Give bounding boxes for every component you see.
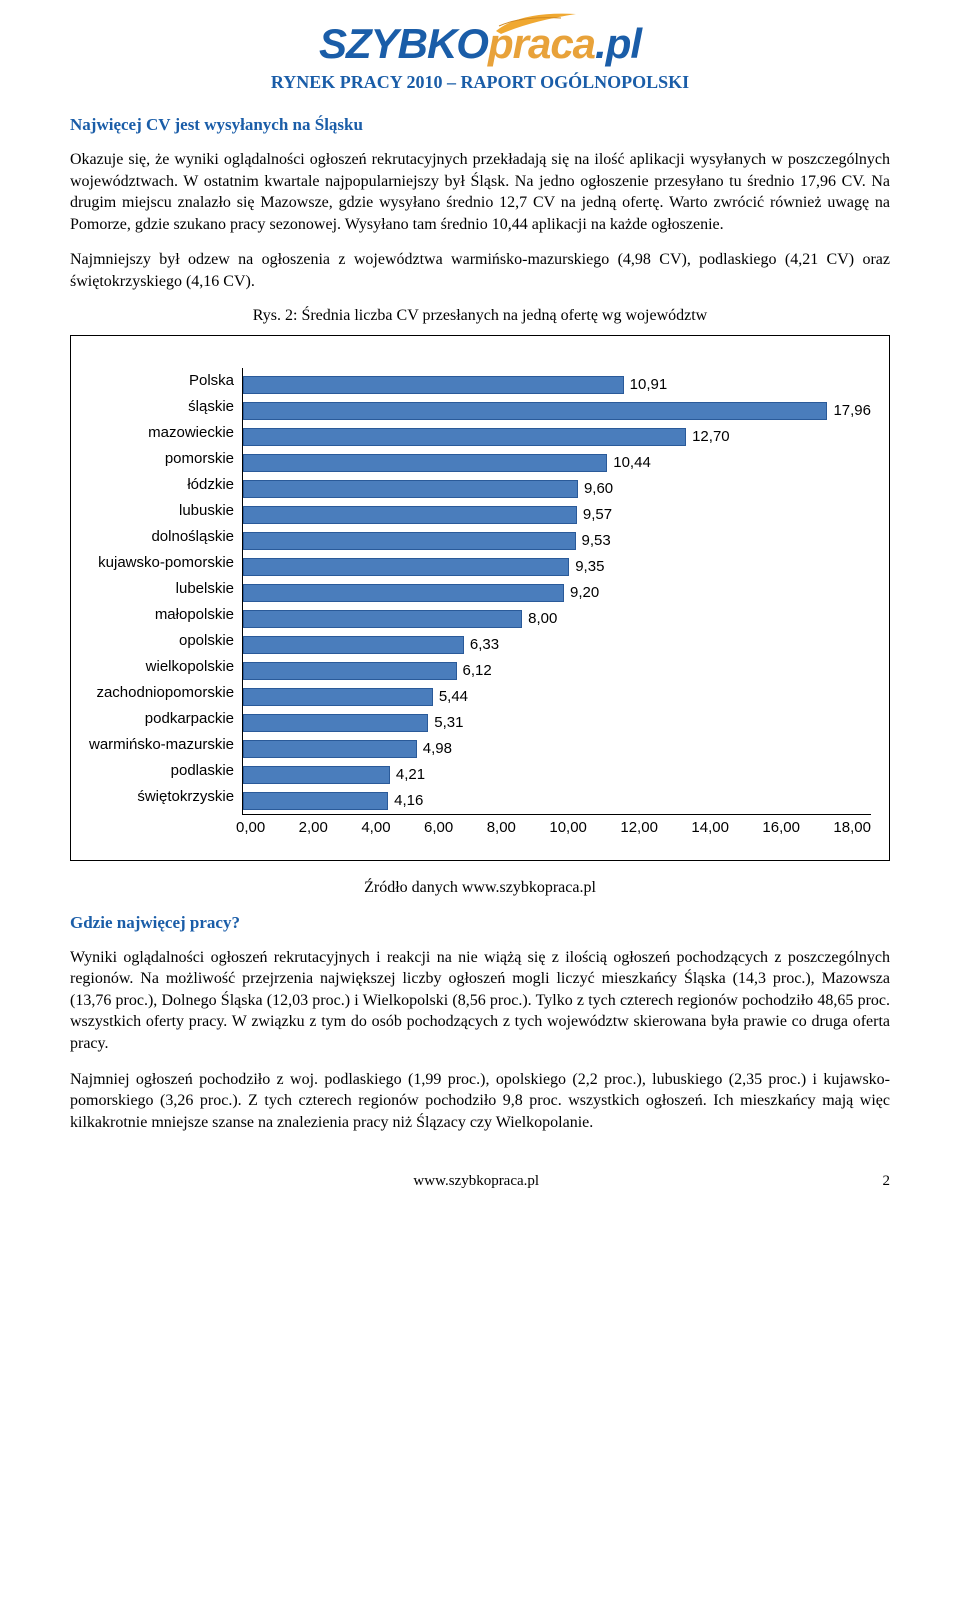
- chart-bar-row: 10,44: [243, 450, 871, 476]
- chart-bar-row: 5,44: [243, 684, 871, 710]
- chart-category-label: mazowieckie: [89, 420, 234, 446]
- chart-bar-row: 4,16: [243, 788, 871, 814]
- chart-bar-value: 9,35: [575, 558, 604, 575]
- chart-bar: [243, 740, 417, 758]
- chart-category-label: podkarpackie: [89, 706, 234, 732]
- chart-bar-row: 5,31: [243, 710, 871, 736]
- chart-bar-value: 6,33: [470, 636, 499, 653]
- chart-bar-row: 9,20: [243, 580, 871, 606]
- chart-bar-value: 9,60: [584, 480, 613, 497]
- section-2-p1: Wyniki oglądalności ogłoszeń rekrutacyjn…: [70, 947, 890, 1055]
- chart-bar-row: 12,70: [243, 424, 871, 450]
- figure-caption: Rys. 2: Średnia liczba CV przesłanych na…: [70, 307, 890, 325]
- chart-bar-value: 4,98: [423, 740, 452, 757]
- chart-bar-row: 10,91: [243, 372, 871, 398]
- chart-bar-row: 4,98: [243, 736, 871, 762]
- chart-bar-value: 9,53: [582, 532, 611, 549]
- chart-bar: [243, 662, 457, 680]
- chart-category-label: opolskie: [89, 628, 234, 654]
- chart-category-label: podlaskie: [89, 758, 234, 784]
- chart-bar-value: 17,96: [833, 402, 871, 419]
- chart-x-tick: 16,00: [762, 819, 800, 836]
- chart-x-tick: 8,00: [487, 819, 516, 836]
- chart-bar: [243, 506, 577, 524]
- chart-category-label: małopolskie: [89, 602, 234, 628]
- chart-bar-row: 6,33: [243, 632, 871, 658]
- chart-category-label: Polska: [89, 368, 234, 394]
- chart-bar-row: 8,00: [243, 606, 871, 632]
- chart-bar: [243, 584, 564, 602]
- footer-site: www.szybkopraca.pl: [413, 1173, 539, 1190]
- chart-bar-value: 10,44: [613, 454, 651, 471]
- chart-bar-value: 5,31: [434, 714, 463, 731]
- chart-category-label: pomorskie: [89, 446, 234, 472]
- chart-bar-row: 17,96: [243, 398, 871, 424]
- chart-bar-value: 4,21: [396, 766, 425, 783]
- chart-bar-value: 5,44: [439, 688, 468, 705]
- chart-bar: [243, 376, 624, 394]
- chart-bar-value: 8,00: [528, 610, 557, 627]
- page-footer: www.szybkopraca.pl 2: [70, 1173, 890, 1190]
- chart-x-tick: 2,00: [299, 819, 328, 836]
- chart-bar-row: 4,21: [243, 762, 871, 788]
- chart-bar: [243, 792, 388, 810]
- section-2-heading: Gdzie najwięcej pracy?: [70, 913, 890, 933]
- logo-wing-icon: [491, 6, 581, 41]
- chart-category-label: śląskie: [89, 394, 234, 420]
- chart-x-tick: 12,00: [620, 819, 658, 836]
- chart-category-label: dolnośląskie: [89, 524, 234, 550]
- chart-x-tick: 18,00: [833, 819, 871, 836]
- chart-bar-value: 10,91: [630, 376, 668, 393]
- footer-page-number: 2: [883, 1173, 891, 1190]
- logo: SZYBKOpraca.pl: [70, 20, 890, 68]
- chart-bar: [243, 428, 686, 446]
- chart-bar: [243, 454, 607, 472]
- chart-bar: [243, 688, 433, 706]
- chart-bar: [243, 766, 390, 784]
- chart-bar: [243, 532, 575, 550]
- chart-category-label: lubuskie: [89, 498, 234, 524]
- chart-category-label: wielkopolskie: [89, 654, 234, 680]
- chart-bar-value: 9,20: [570, 584, 599, 601]
- chart-x-tick: 6,00: [424, 819, 453, 836]
- chart-x-tick: 4,00: [361, 819, 390, 836]
- section-1-p1: Okazuje się, że wyniki oglądalności ogło…: [70, 149, 890, 235]
- chart-bar-value: 6,12: [463, 662, 492, 679]
- bar-chart: Polskaśląskiemazowieckiepomorskiełódzkie…: [70, 335, 890, 861]
- figure-source: Źródło danych www.szybkopraca.pl: [70, 879, 890, 897]
- chart-category-label: kujawsko-pomorskie: [89, 550, 234, 576]
- logo-text-3: .pl: [595, 20, 641, 67]
- chart-bar-value: 9,57: [583, 506, 612, 523]
- report-subtitle: RYNEK PRACY 2010 – RAPORT OGÓLNOPOLSKI: [70, 72, 890, 93]
- chart-bar: [243, 636, 464, 654]
- logo-text-1: SZYBKO: [319, 20, 488, 67]
- chart-bar-row: 9,53: [243, 528, 871, 554]
- chart-x-axis: 0,00 2,00 4,00 6,00 8,00 10,00 12,00 14,00 16,00…: [236, 819, 871, 836]
- chart-y-labels: Polskaśląskiemazowieckiepomorskiełódzkie…: [89, 368, 242, 815]
- chart-bar: [243, 558, 569, 576]
- section-2-p2: Najmniej ogłoszeń pochodziło z woj. podl…: [70, 1069, 890, 1134]
- chart-bar-row: 9,57: [243, 502, 871, 528]
- chart-category-label: świętokrzyskie: [89, 784, 234, 810]
- section-1-p2: Najmniejszy był odzew na ogłoszenia z wo…: [70, 249, 890, 292]
- chart-bar-row: 6,12: [243, 658, 871, 684]
- chart-category-label: łódzkie: [89, 472, 234, 498]
- chart-category-label: warmińsko-mazurskie: [89, 732, 234, 758]
- chart-x-tick: 0,00: [236, 819, 265, 836]
- chart-bar: [243, 480, 578, 498]
- chart-bar-row: 9,60: [243, 476, 871, 502]
- chart-bar-value: 12,70: [692, 428, 730, 445]
- section-1-heading: Najwięcej CV jest wysyłanych na Śląsku: [70, 115, 890, 135]
- chart-bar: [243, 714, 428, 732]
- chart-bar: [243, 402, 827, 420]
- chart-bar-value: 4,16: [394, 792, 423, 809]
- chart-category-label: zachodniopomorskie: [89, 680, 234, 706]
- chart-bar-row: 9,35: [243, 554, 871, 580]
- chart-x-tick: 10,00: [549, 819, 587, 836]
- chart-category-label: lubelskie: [89, 576, 234, 602]
- chart-plot-area: 10,91 17,96 12,70 10,449,60 9,57 9,53 9,35 9,20…: [242, 368, 871, 815]
- chart-bar: [243, 610, 522, 628]
- chart-x-tick: 14,00: [691, 819, 729, 836]
